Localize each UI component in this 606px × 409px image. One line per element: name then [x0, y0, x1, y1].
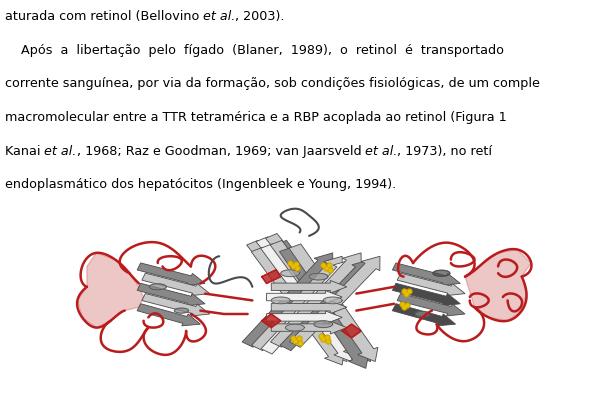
Polygon shape — [275, 241, 373, 362]
Polygon shape — [267, 291, 342, 303]
Polygon shape — [309, 274, 328, 280]
Polygon shape — [175, 308, 188, 313]
Polygon shape — [256, 237, 358, 358]
Text: Após  a  libertação  pelo  fígado  (Blaner,  1989),  o  retinol  é  transportado: Após a libertação pelo fígado (Blaner, 1… — [5, 44, 504, 57]
Polygon shape — [279, 248, 368, 369]
Text: endoplasmático dos hepatócitos (Ingenbleek e Young, 1994).: endoplasmático dos hepatócitos (Ingenble… — [5, 178, 396, 191]
Polygon shape — [397, 274, 465, 296]
Text: macromolecular entre a TTR tetramérica e a RBP acoplada ao retinol (Figura 1: macromolecular entre a TTR tetramérica e… — [5, 111, 507, 124]
Polygon shape — [289, 244, 378, 362]
Text: Kanai: Kanai — [5, 144, 44, 157]
Polygon shape — [251, 247, 344, 365]
Polygon shape — [262, 314, 281, 328]
Polygon shape — [265, 234, 367, 355]
Polygon shape — [323, 297, 342, 304]
Polygon shape — [416, 312, 430, 317]
Polygon shape — [393, 263, 461, 286]
Polygon shape — [281, 270, 299, 277]
Polygon shape — [149, 284, 166, 290]
Polygon shape — [142, 294, 210, 316]
Polygon shape — [342, 324, 361, 338]
Polygon shape — [137, 263, 205, 286]
Polygon shape — [280, 260, 370, 351]
Polygon shape — [262, 270, 281, 284]
Polygon shape — [271, 281, 347, 293]
Polygon shape — [433, 270, 450, 276]
Polygon shape — [142, 274, 210, 296]
Polygon shape — [261, 244, 354, 362]
Polygon shape — [251, 256, 342, 351]
Text: aturada com retinol (Bellovino: aturada com retinol (Bellovino — [5, 10, 203, 23]
Polygon shape — [270, 253, 361, 347]
Text: , 2003).: , 2003). — [236, 10, 285, 23]
Polygon shape — [137, 283, 205, 306]
Polygon shape — [271, 297, 290, 304]
Polygon shape — [247, 241, 348, 362]
Polygon shape — [392, 304, 456, 326]
Polygon shape — [78, 253, 144, 328]
Text: et al.: et al. — [203, 10, 236, 23]
Polygon shape — [285, 324, 304, 331]
Text: et al.: et al. — [365, 144, 398, 157]
Text: , 1973), no retí: , 1973), no retí — [398, 144, 493, 157]
Polygon shape — [465, 250, 531, 321]
Text: , 1968; Raz e Goodman, 1969; van Jaarsveld: , 1968; Raz e Goodman, 1969; van Jaarsve… — [76, 144, 365, 157]
Polygon shape — [270, 241, 363, 358]
Polygon shape — [271, 321, 347, 334]
Polygon shape — [242, 253, 333, 347]
Polygon shape — [261, 260, 352, 354]
Text: et al.: et al. — [44, 144, 76, 157]
Polygon shape — [271, 301, 347, 314]
Text: corrente sanguínea, por via da formação, sob condições fisiológicas, de um compl: corrente sanguínea, por via da formação,… — [5, 77, 540, 90]
Polygon shape — [314, 321, 333, 328]
Polygon shape — [267, 311, 342, 324]
Polygon shape — [290, 256, 380, 347]
Polygon shape — [393, 283, 461, 306]
Polygon shape — [397, 294, 465, 316]
Polygon shape — [137, 304, 201, 326]
